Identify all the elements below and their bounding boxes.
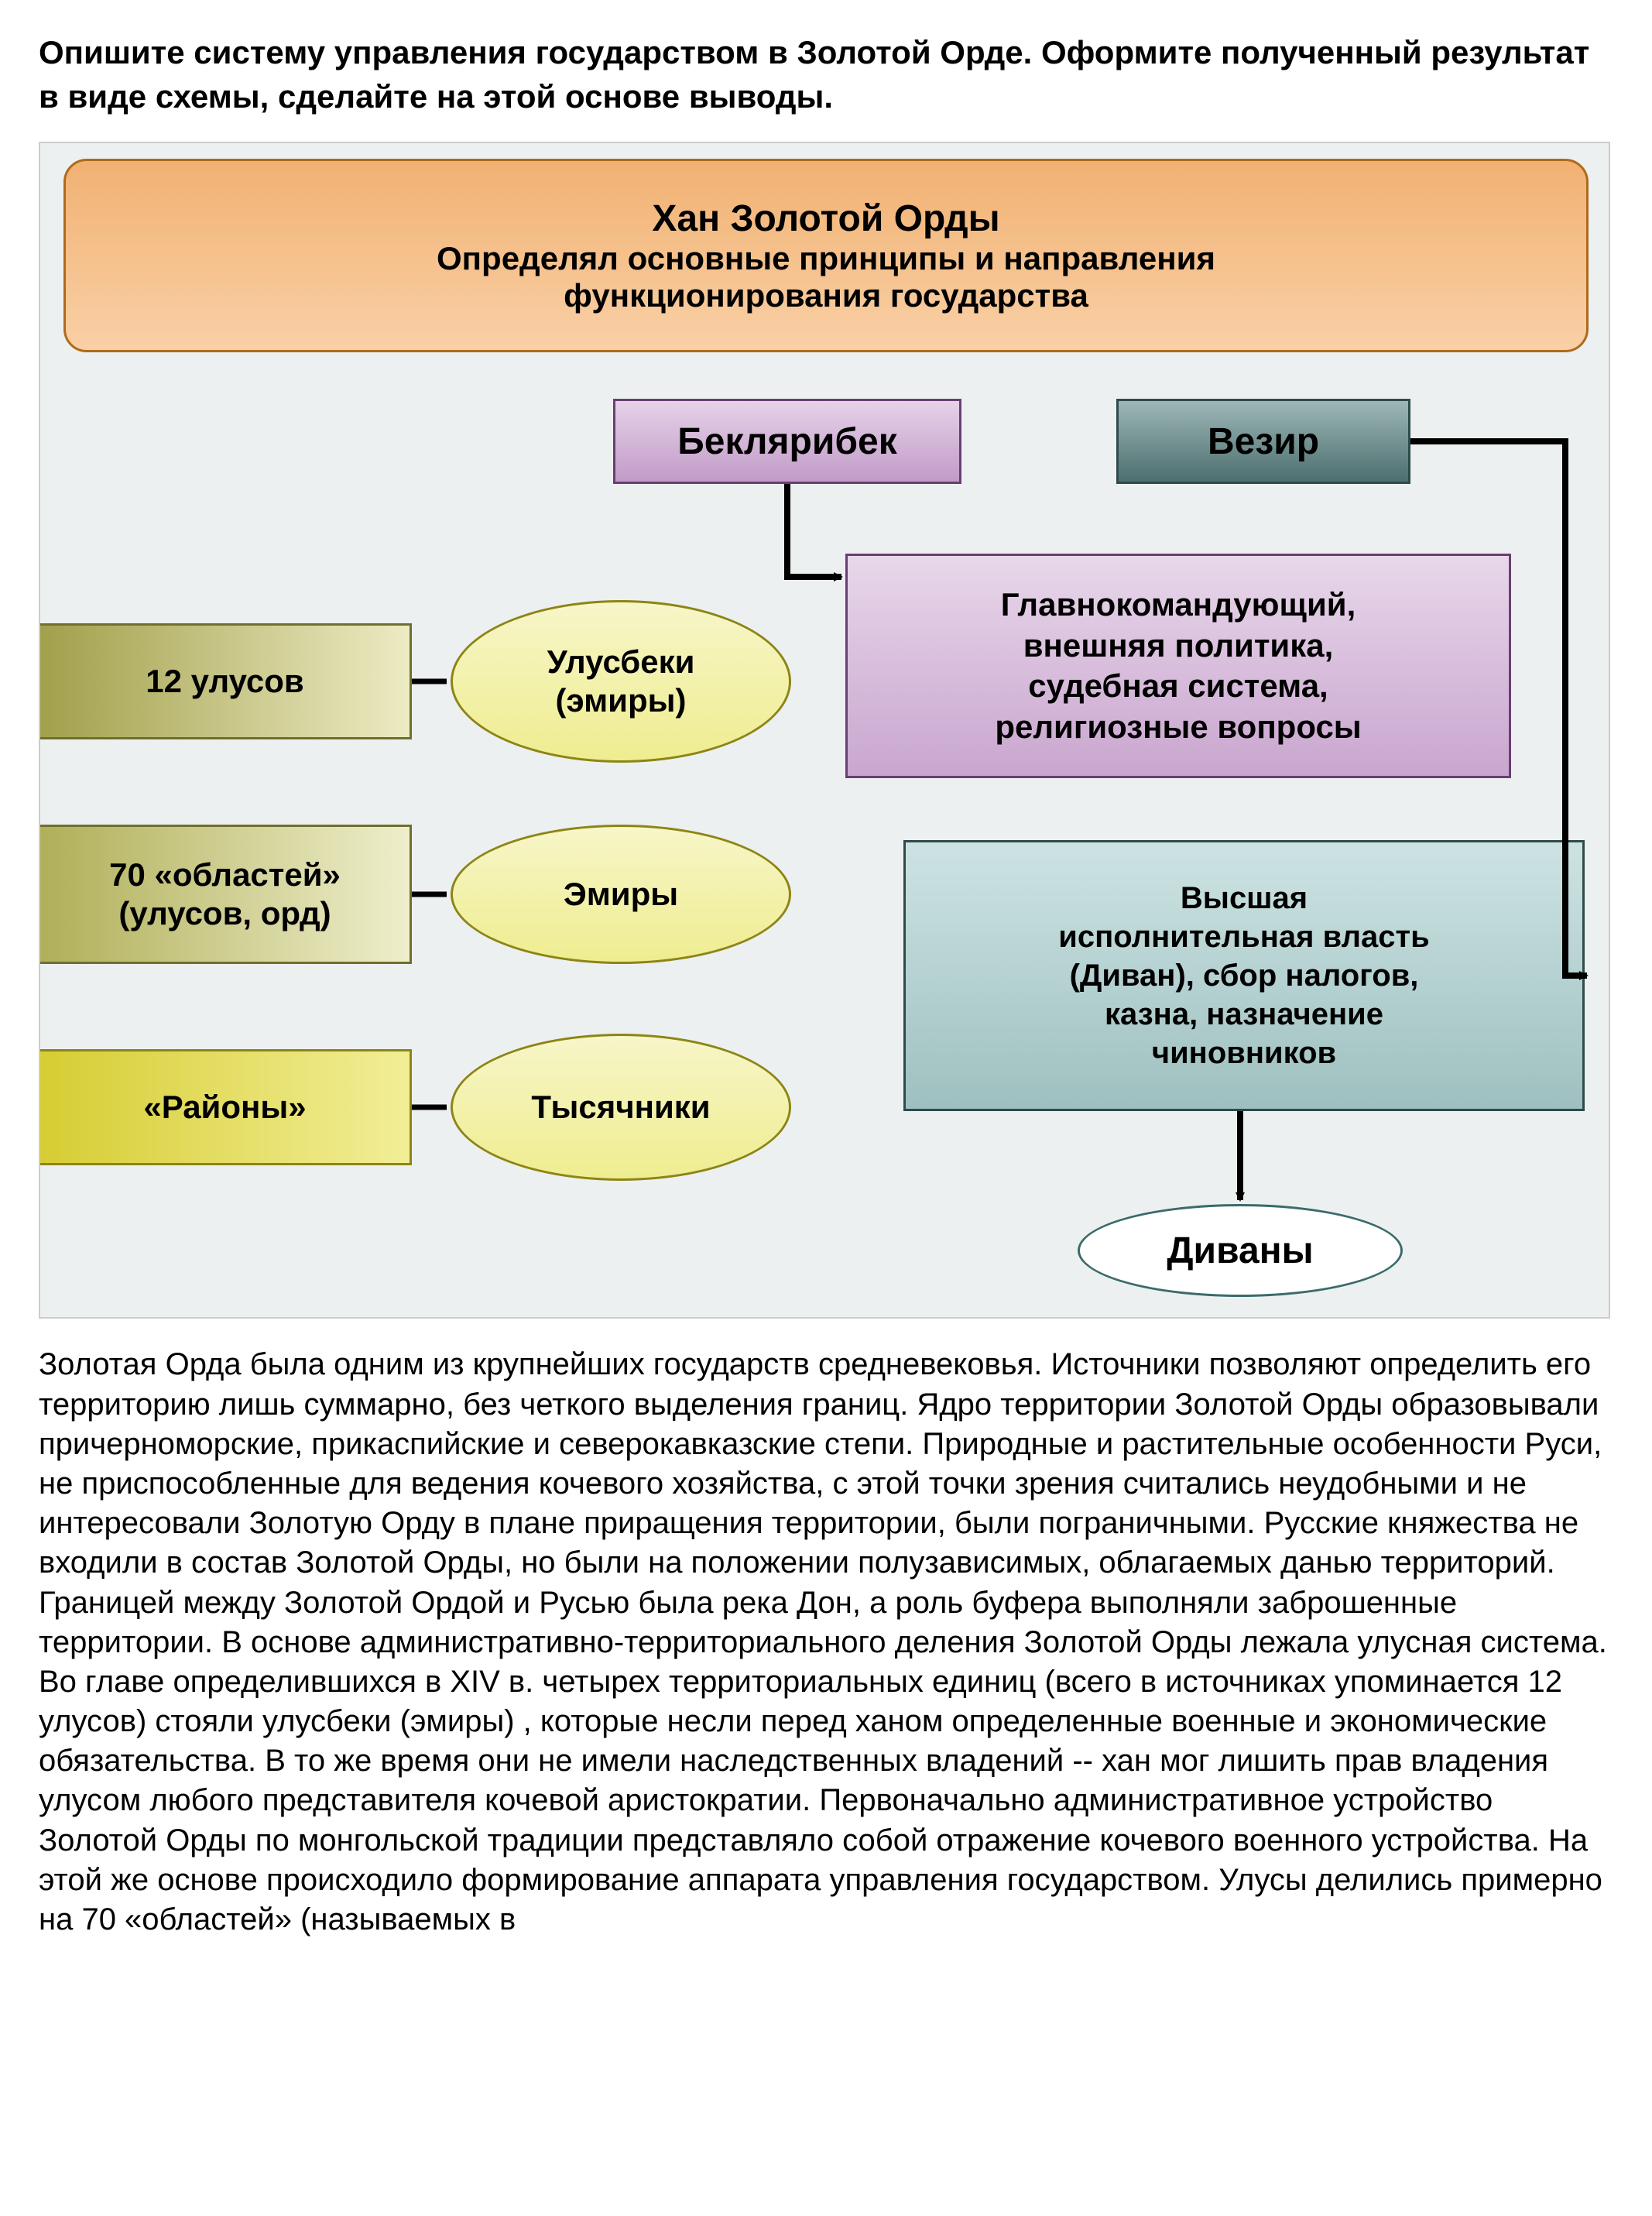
left-box-1-label1: (улусов, орд) xyxy=(118,894,331,933)
khan-top-box: Хан Золотой Орды Определял основные прин… xyxy=(63,159,1589,352)
ellipse-0-label0: Улусбеки xyxy=(547,643,695,681)
beklyaribek-label: Беклярибек xyxy=(677,420,897,463)
khan-title: Хан Золотой Орды xyxy=(652,197,999,240)
functions2-line0: Высшая xyxy=(1181,879,1308,918)
ellipse-2: Тысячники xyxy=(451,1034,791,1181)
left-box-2: «Районы» xyxy=(40,1049,412,1165)
functions1-box: Главнокомандующий, внешняя политика, суд… xyxy=(845,554,1511,778)
left-box-2-label0: «Районы» xyxy=(143,1088,306,1127)
ellipse-0-label1: (эмиры) xyxy=(555,681,686,720)
question-heading: Опишите систему управления государством … xyxy=(39,31,1613,118)
functions2-line2: (Диван), сбор налогов, xyxy=(1070,956,1419,995)
ellipse-1-label0: Эмиры xyxy=(564,875,678,914)
functions1-line3: религиозные вопросы xyxy=(995,707,1361,748)
beklyaribek-box: Беклярибек xyxy=(613,399,961,484)
left-box-0-label0: 12 улусов xyxy=(146,662,303,701)
functions1-line1: внешняя политика, xyxy=(1023,626,1334,667)
left-box-1-label0: 70 «областей» xyxy=(109,856,341,894)
left-box-0: 12 улусов xyxy=(40,623,412,739)
functions2-box: Высшая исполнительная власть (Диван), сб… xyxy=(903,840,1585,1111)
governance-diagram: Хан Золотой Орды Определял основные прин… xyxy=(39,142,1610,1319)
ellipse-0: Улусбеки (эмиры) xyxy=(451,600,791,763)
left-box-1: 70 «областей» (улусов, орд) xyxy=(40,825,412,964)
khan-sub2: функционирования государства xyxy=(564,277,1088,314)
divany-ellipse: Диваны xyxy=(1078,1204,1403,1297)
functions1-line2: судебная система, xyxy=(1028,666,1328,707)
divany-label: Диваны xyxy=(1167,1230,1313,1272)
body-paragraph: Золотая Орда была одним из крупнейших го… xyxy=(39,1345,1613,1940)
ellipse-2-label0: Тысячники xyxy=(531,1088,710,1127)
functions2-line4: чиновников xyxy=(1152,1034,1336,1072)
functions1-line0: Главнокомандующий, xyxy=(1001,585,1356,626)
functions2-line3: казна, назначение xyxy=(1105,995,1383,1034)
ellipse-1: Эмиры xyxy=(451,825,791,964)
vezir-label: Везир xyxy=(1208,420,1319,463)
vezir-box: Везир xyxy=(1116,399,1410,484)
functions2-line1: исполнительная власть xyxy=(1058,918,1429,956)
khan-sub1: Определял основные принципы и направлени… xyxy=(437,240,1215,277)
